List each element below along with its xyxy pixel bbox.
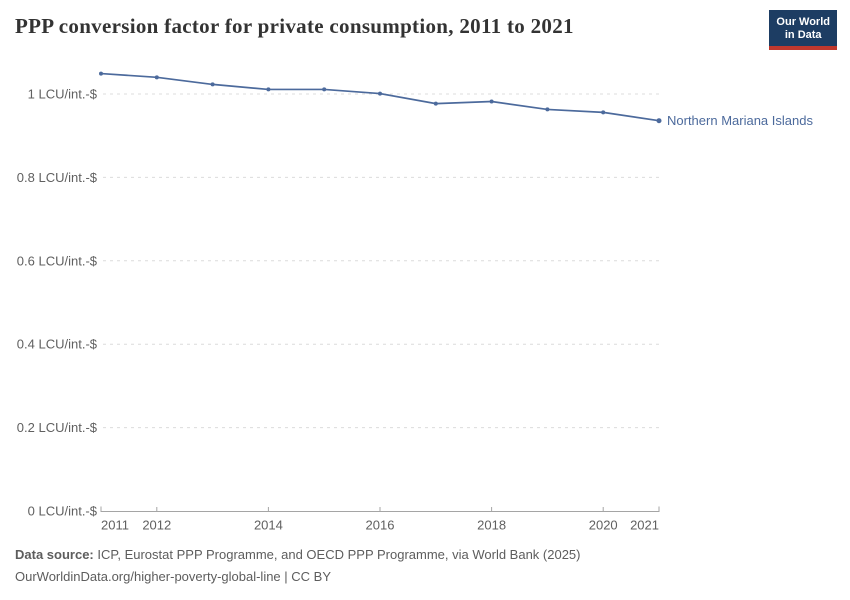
x-tick-label: 2021 bbox=[630, 518, 659, 533]
series-label: Northern Mariana Islands bbox=[667, 113, 813, 128]
owid-logo-line1: Our World bbox=[776, 16, 830, 28]
data-line[interactable] bbox=[100, 72, 660, 122]
data-point[interactable] bbox=[545, 107, 550, 112]
data-point[interactable] bbox=[601, 110, 606, 115]
chart-footer: Data source: ICP, Eurostat PPP Programme… bbox=[15, 544, 581, 588]
x-tick-label: 2012 bbox=[142, 518, 171, 533]
data-point[interactable] bbox=[433, 101, 438, 106]
y-tick-label: 0.6 LCU/int.-$ bbox=[17, 253, 98, 268]
x-tick-label: 2020 bbox=[589, 518, 618, 533]
license-line: OurWorldinData.org/higher-poverty-global… bbox=[15, 569, 331, 584]
data-source-text: ICP, Eurostat PPP Programme, and OECD PP… bbox=[93, 547, 581, 562]
x-tick-label: 2014 bbox=[254, 518, 283, 533]
owid-logo-line2: in Data bbox=[784, 29, 822, 41]
x-tick-label: 2011 bbox=[101, 518, 129, 533]
y-tick-label: 0.8 LCU/int.-$ bbox=[17, 170, 98, 185]
data-source-label: Data source: bbox=[15, 547, 94, 562]
data-point[interactable] bbox=[656, 118, 662, 124]
data-source-line: Data source: ICP, Eurostat PPP Programme… bbox=[15, 544, 581, 566]
y-tick-label: 0.2 LCU/int.-$ bbox=[17, 420, 98, 435]
data-point[interactable] bbox=[154, 75, 159, 80]
data-point[interactable] bbox=[210, 82, 215, 87]
y-tick-label: 0.4 LCU/int.-$ bbox=[17, 337, 98, 352]
data-point[interactable] bbox=[489, 99, 494, 104]
data-point[interactable] bbox=[99, 71, 103, 76]
x-tick-label: 2018 bbox=[477, 518, 506, 533]
y-tick-label: 1 LCU/int.-$ bbox=[28, 87, 98, 102]
chart-title: PPP conversion factor for private consum… bbox=[15, 14, 574, 38]
x-tick-label: 2016 bbox=[366, 518, 395, 533]
data-point[interactable] bbox=[266, 87, 271, 92]
owid-logo[interactable]: Our World in Data bbox=[769, 10, 837, 50]
y-tick-label: 0 LCU/int.-$ bbox=[28, 504, 98, 519]
data-point[interactable] bbox=[322, 87, 327, 92]
data-point[interactable] bbox=[378, 91, 382, 96]
